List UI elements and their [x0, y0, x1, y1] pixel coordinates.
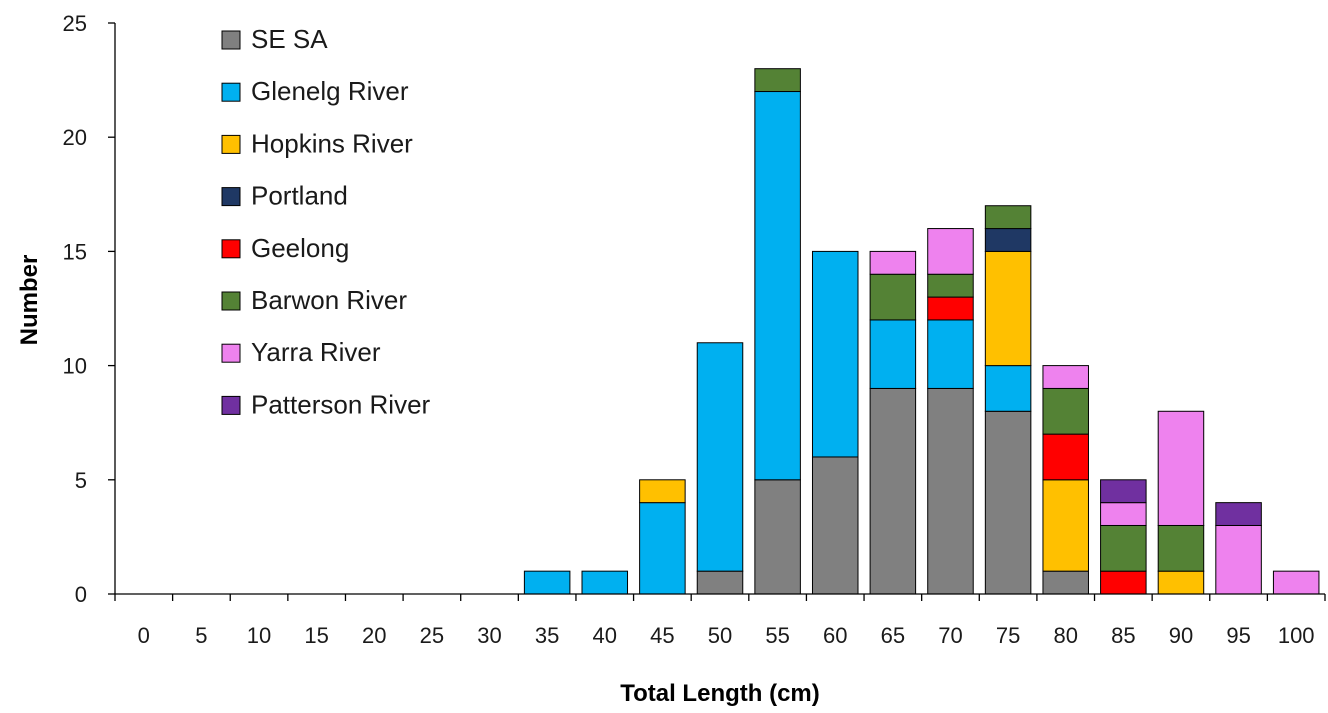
x-tick-label: 15	[304, 623, 328, 648]
bar-segment-80-s5	[1042, 387, 1089, 435]
x-tick-label: 5	[195, 623, 207, 648]
bar-segment-100-s6	[1272, 570, 1320, 595]
bar-segment-40-s1	[581, 570, 629, 595]
x-tick-label: 20	[362, 623, 386, 648]
x-tick-label: 95	[1226, 623, 1250, 648]
bar-segment-65-s6	[869, 250, 917, 275]
bar-segment-85-s6	[1100, 502, 1147, 526]
x-tick-label: 85	[1111, 623, 1135, 648]
legend-label: Portland	[251, 181, 348, 211]
x-tick-label: 80	[1053, 623, 1077, 648]
legend-swatch	[221, 187, 241, 207]
x-tick-label: 90	[1169, 623, 1193, 648]
x-tick-label: 40	[593, 623, 617, 648]
bar-segment-50-s0	[696, 570, 744, 595]
x-tick-label: 65	[881, 623, 905, 648]
bar-segment-65-s5	[869, 273, 917, 321]
x-tick-label: 35	[535, 623, 559, 648]
legend-swatch	[221, 134, 241, 154]
legend-label: Barwon River	[251, 285, 407, 315]
bar-segment-75-s3	[984, 228, 1032, 252]
bar-segment-85-s7	[1100, 479, 1147, 504]
bars-layer	[523, 68, 1320, 595]
legend-label: Yarra River	[251, 337, 381, 367]
bar-segment-95-s6	[1215, 524, 1262, 595]
x-tick-label: 0	[138, 623, 150, 648]
x-tick-label: 60	[823, 623, 847, 648]
bar-segment-90-s5	[1157, 524, 1205, 572]
bar-segment-80-s2	[1042, 479, 1089, 572]
x-tick-label: 30	[477, 623, 501, 648]
legend-swatch	[221, 395, 241, 415]
bar-segment-60-s1	[811, 250, 859, 458]
legend-swatch	[221, 343, 241, 363]
bar-segment-60-s0	[811, 456, 859, 595]
bar-segment-70-s0	[927, 387, 974, 595]
y-tick-label: 10	[63, 354, 87, 379]
legend: SE SA Glenelg River Hopkins River Portland G…	[221, 24, 431, 419]
legend-swatch	[221, 30, 241, 50]
legend-label: Geelong	[251, 233, 349, 263]
bar-segment-70-s1	[927, 319, 974, 389]
legend-swatch	[221, 291, 241, 311]
x-tick-label: 100	[1278, 623, 1315, 648]
axes-layer: 0 5 10 15 20 25 0 5 10 15 20 25 30 35 40 45 50 55 60 65 70 75…	[63, 11, 1326, 648]
x-tick-label: 25	[420, 623, 444, 648]
bar-segment-90-s2	[1157, 570, 1205, 595]
bar-segment-80-s4	[1042, 433, 1089, 481]
bar-segment-75-s1	[984, 365, 1032, 412]
bar-segment-75-s0	[984, 410, 1032, 595]
bar-segment-65-s0	[869, 387, 917, 595]
x-tick-label: 55	[765, 623, 789, 648]
x-tick-label: 45	[650, 623, 674, 648]
legend-label: Hopkins River	[251, 128, 413, 158]
y-tick-label: 20	[63, 125, 87, 150]
y-tick-label: 0	[75, 582, 87, 607]
bar-segment-55-s0	[754, 479, 801, 595]
bar-segment-65-s1	[869, 319, 917, 389]
y-tick-label: 25	[63, 11, 87, 36]
bar-segment-90-s6	[1157, 410, 1205, 526]
y-tick-label: 15	[63, 239, 87, 264]
bar-segment-75-s2	[984, 250, 1032, 367]
bar-segment-70-s5	[927, 273, 974, 298]
x-tick-label: 70	[938, 623, 962, 648]
bar-segment-55-s5	[754, 68, 801, 93]
bar-segment-85-s4	[1100, 570, 1147, 595]
y-tick-label: 5	[75, 468, 87, 493]
x-tick-label: 50	[708, 623, 732, 648]
bar-segment-45-s1	[639, 502, 686, 595]
bar-segment-35-s1	[523, 570, 571, 595]
bar-segment-55-s1	[754, 91, 801, 481]
legend-swatch	[221, 239, 241, 259]
bar-segment-75-s5	[984, 205, 1032, 230]
legend-label: SE SA	[251, 24, 328, 54]
x-tick-label: 10	[247, 623, 271, 648]
legend-swatch	[221, 82, 241, 102]
bar-segment-80-s6	[1042, 365, 1089, 389]
bar-segment-70-s4	[927, 296, 974, 321]
y-axis-title: Number	[16, 255, 43, 346]
bar-segment-80-s0	[1042, 570, 1089, 595]
x-axis-title: Total Length (cm)	[620, 680, 820, 707]
x-tick-label: 75	[996, 623, 1020, 648]
bar-segment-95-s7	[1215, 502, 1262, 526]
bar-segment-45-s2	[639, 479, 686, 504]
bar-segment-70-s6	[927, 228, 974, 275]
bar-segment-50-s1	[696, 342, 744, 572]
legend-label: Patterson River	[251, 389, 431, 419]
bar-segment-85-s5	[1100, 524, 1147, 572]
legend-label: Glenelg River	[251, 76, 409, 106]
